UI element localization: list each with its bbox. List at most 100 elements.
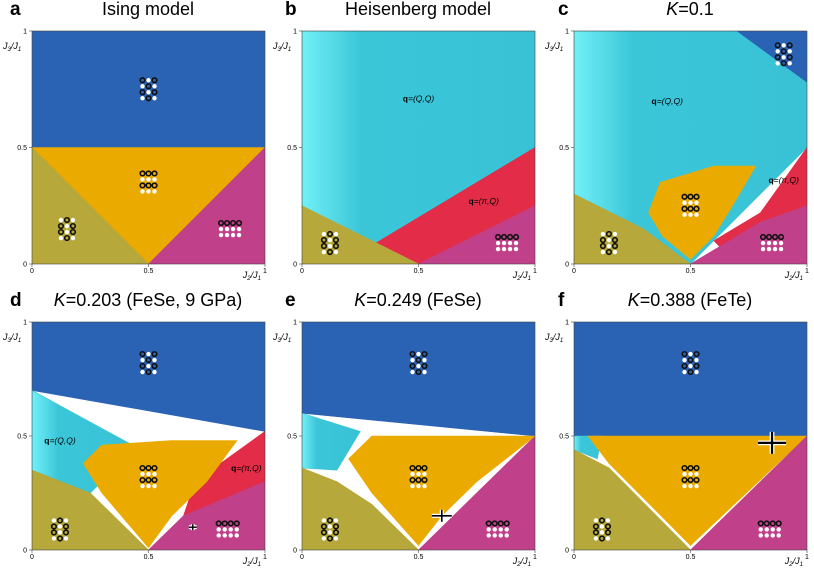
region-upper (32, 322, 265, 432)
y-axis-label: J3/J1 (2, 41, 21, 53)
spin-dot (688, 483, 693, 489)
spin-dot (778, 246, 784, 252)
spin-motif-D (759, 233, 785, 252)
spin-dot (681, 476, 688, 484)
spin-dot (772, 246, 778, 252)
phase-label: q=(π,Q) (768, 175, 799, 185)
spin-dot (145, 476, 152, 484)
spin-dot (600, 231, 606, 237)
panel-e: e K=0.249 (FeSe) J3/J1 J2/J1 0 0.5 1 0 0.5 1 (272, 290, 537, 568)
panel-title: K=0.203 (FeSe, 9 GPa) (54, 290, 243, 310)
y-tick-label: 1 (23, 320, 27, 327)
spin-dot (612, 249, 618, 255)
spin-dot (145, 368, 152, 376)
spin-dot (688, 200, 693, 205)
spin-dot (152, 84, 157, 89)
spin-dot (62, 529, 70, 536)
spin-dot (760, 246, 766, 252)
spin-dot (218, 226, 224, 232)
y-tick-label: 0.5 (17, 145, 27, 152)
spin-dot (693, 350, 700, 358)
spin-dot (145, 182, 152, 189)
spin-dot (152, 357, 157, 363)
y-tick-label: 1 (23, 29, 27, 36)
region-stripe (587, 435, 807, 546)
spin-dot (151, 362, 158, 370)
spin-dot (146, 363, 151, 369)
region-lower-right (689, 205, 807, 264)
region-stripe (82, 440, 238, 549)
spin-dot (605, 248, 613, 256)
spin-dot (765, 233, 773, 241)
x-tick-label: 0.5 (144, 268, 154, 275)
spin-dot (415, 476, 422, 484)
spin-dot (492, 533, 497, 538)
spin-dot (333, 518, 339, 523)
spin-dot (235, 219, 243, 227)
spin-dot (682, 471, 687, 477)
spin-dot (775, 49, 780, 54)
spin-dot (694, 483, 699, 489)
spin-dot (51, 518, 57, 523)
spin-dot (333, 249, 339, 255)
spin-dot (222, 533, 227, 538)
spin-dot (409, 362, 416, 370)
spin-dot (766, 246, 772, 252)
x-axis-label: J2/J1 (784, 270, 803, 282)
spin-dot (140, 84, 145, 89)
spin-dot (780, 48, 787, 55)
spin-dot (152, 483, 157, 489)
spin-dot (592, 523, 600, 530)
spin-dot (332, 242, 340, 250)
spin-dot (215, 520, 222, 527)
spin-dot (152, 189, 157, 194)
spin-dot (771, 233, 779, 241)
spin-dot (770, 533, 775, 538)
spin-motif-C (599, 230, 619, 256)
spin-dot (486, 527, 491, 532)
panel-title: Heisenberg model (345, 0, 491, 19)
spin-dot (592, 529, 600, 536)
phase-regions (574, 31, 807, 264)
spin-dot (688, 471, 693, 477)
x-tick-label: 1 (263, 268, 267, 275)
spin-dot (222, 527, 227, 532)
spin-dot (151, 476, 158, 484)
marker-crosshair (758, 431, 787, 454)
spin-dot (416, 483, 421, 489)
spin-motif-D (757, 520, 782, 538)
spin-dot (333, 536, 339, 541)
y-tick-label: 1 (293, 29, 297, 36)
spin-dot (681, 362, 688, 370)
spin-dot (415, 464, 422, 472)
spin-dot (140, 357, 145, 363)
spin-dot (64, 229, 70, 235)
spin-dot (326, 230, 334, 238)
spin-dot (216, 527, 221, 532)
spin-dot (64, 223, 70, 229)
region-q-q-q- (302, 412, 361, 471)
spin-dot (611, 242, 619, 250)
spin-dot (507, 246, 513, 252)
spin-dot (416, 363, 421, 369)
spin-dot (146, 483, 151, 489)
spin-dot (57, 228, 65, 236)
spin-dot (224, 226, 230, 232)
spin-dot (492, 527, 497, 532)
spin-dot (513, 246, 519, 252)
spin-dot (687, 476, 694, 484)
spin-dot (327, 243, 333, 249)
spin-dot (491, 520, 498, 527)
spin-dot (598, 517, 606, 524)
spin-dot (70, 235, 76, 241)
spin-dot (229, 219, 237, 227)
spin-dot (506, 233, 514, 241)
spin-dot (766, 240, 772, 246)
panel-c: c K=0.1 J3/J1 J2/J1 0 0.5 1 0 0.5 1 q=(Q,Q) q=(π,Q) (544, 0, 809, 282)
spin-motif-B (139, 464, 158, 489)
spin-dot (605, 230, 613, 238)
spin-dot (422, 369, 427, 375)
spin-dot (760, 240, 766, 246)
panel-letter: e (285, 290, 296, 311)
spin-dot (230, 226, 236, 232)
